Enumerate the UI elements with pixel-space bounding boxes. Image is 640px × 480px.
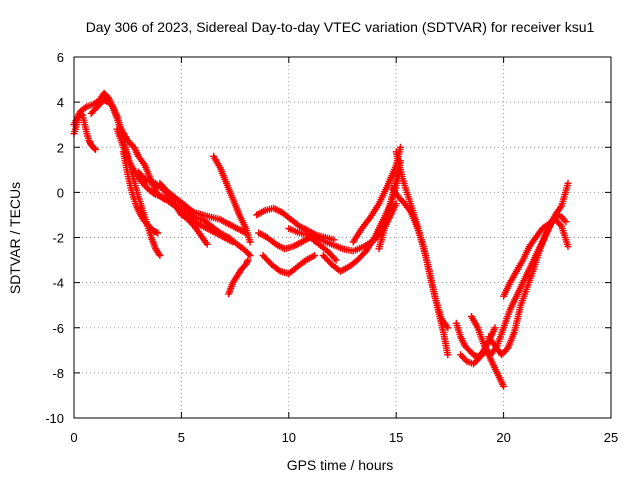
series-track-24 [500, 215, 572, 300]
grid-lines [74, 57, 611, 418]
x-tick-label: 0 [70, 430, 77, 445]
data-points [173, 202, 254, 259]
series-track-9 [210, 152, 254, 246]
chart-title: Day 306 of 2023, Sidereal Day-to-day VTE… [86, 19, 595, 35]
y-tick-label: -4 [52, 276, 64, 291]
y-tick-label: -6 [52, 321, 64, 336]
series-track-13 [259, 252, 319, 278]
x-tick-label: 25 [604, 430, 618, 445]
axis-ticks: 0 5 10 15 20 25 -10 -8 -6 -4 -2 0 2 4 6 [45, 50, 618, 445]
data-points [156, 179, 250, 237]
y-tick-label: 0 [57, 185, 64, 200]
series-track-5 [119, 148, 162, 237]
data-series [70, 89, 572, 390]
x-tick-label: 15 [389, 430, 403, 445]
data-points [388, 184, 452, 359]
y-tick-label: -8 [52, 366, 64, 381]
data-points [119, 148, 162, 237]
series-track-10 [225, 256, 252, 298]
series-track-8 [173, 202, 254, 259]
x-tick-label: 20 [496, 430, 510, 445]
x-tick-label: 5 [178, 430, 185, 445]
y-tick-label: 2 [57, 140, 64, 155]
data-points [210, 152, 254, 246]
y-tick-label: 4 [57, 95, 64, 110]
x-axis-label: GPS time / hours [287, 457, 394, 473]
y-tick-label: -10 [45, 411, 64, 426]
data-points [259, 252, 319, 278]
x-tick-label: 10 [282, 430, 296, 445]
y-tick-label: 6 [57, 50, 64, 65]
data-points [500, 215, 572, 300]
y-tick-label: -2 [52, 231, 64, 246]
series-track-19 [388, 184, 452, 359]
series-track-7 [156, 179, 250, 237]
y-axis-label: SDTVAR / TECUs [7, 182, 23, 294]
data-points [225, 256, 252, 298]
